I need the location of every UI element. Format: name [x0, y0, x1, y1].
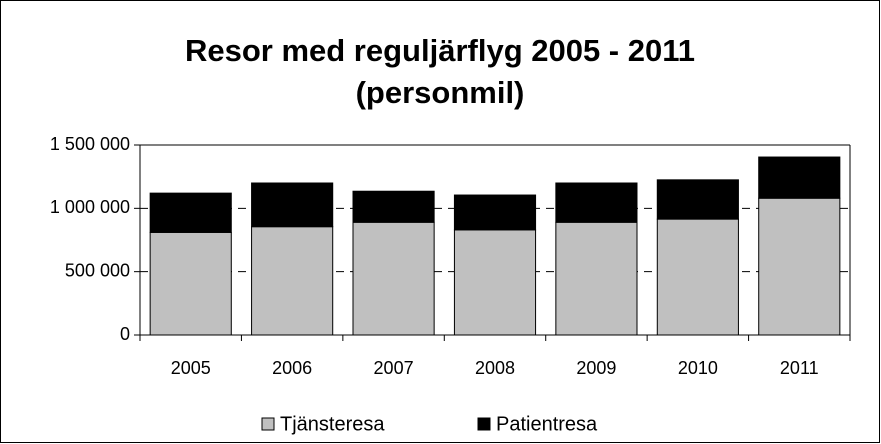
bar-segment: [251, 182, 334, 228]
y-tick-label: 0: [120, 324, 130, 344]
bar-segment: [758, 156, 841, 199]
y-tick-label: 500 000: [65, 260, 130, 280]
x-tick-label: 2008: [475, 358, 515, 378]
legend-label: Patientresa: [496, 413, 598, 435]
x-tick-label: 2005: [171, 358, 211, 378]
legend-swatch: [261, 417, 275, 431]
x-tick-label: 2007: [374, 358, 414, 378]
x-tick-label: 2009: [576, 358, 616, 378]
bar-segment: [453, 229, 537, 336]
x-tick-label: 2006: [272, 358, 312, 378]
bar-segment: [149, 231, 232, 336]
bar-segment: [251, 226, 334, 336]
legend-swatch: [477, 417, 491, 431]
bar-segment: [352, 190, 435, 223]
legend-label: Tjänsteresa: [280, 413, 385, 435]
bar-segment: [656, 179, 739, 220]
chart-title: Resor med reguljärflyg 2005 - 2011 (pers…: [184, 33, 696, 110]
bar-segment: [656, 218, 739, 336]
y-tick-label: 1 500 000: [50, 134, 130, 154]
bar-segment: [555, 182, 638, 223]
x-tick-label: 2010: [678, 358, 718, 378]
bar-segment: [758, 197, 841, 336]
bar-segment: [453, 194, 537, 231]
bar-segment: [555, 221, 638, 336]
bar-segment: [149, 192, 232, 233]
bar-segment: [352, 221, 435, 336]
x-tick-label: 2011: [780, 358, 819, 378]
y-tick-label: 1 000 000: [50, 197, 130, 217]
